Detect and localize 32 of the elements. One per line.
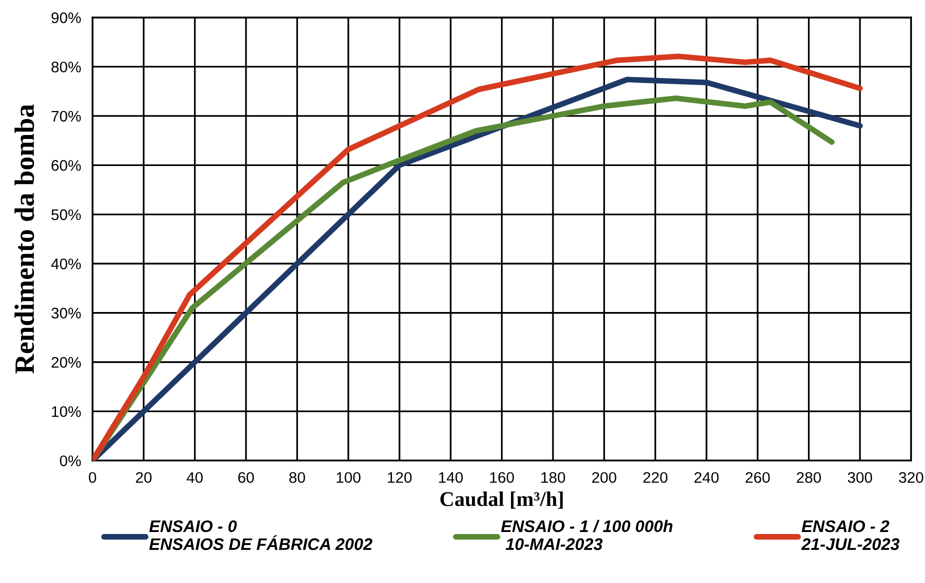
- y-tick-label: 20%: [52, 356, 81, 368]
- x-tick-label: 220: [643, 472, 668, 483]
- x-tick-label: 320: [898, 472, 924, 483]
- legend-label: ENSAIO - 2 21-JUL-2023: [801, 520, 900, 550]
- legend-label: ENSAIO - 1 / 100 000h 10-MAI-2023: [501, 520, 672, 550]
- x-tick-label: 40: [186, 472, 203, 483]
- x-tick-label: 160: [490, 472, 514, 483]
- y-tick-label: 60%: [52, 160, 81, 171]
- x-tick-label: 200: [592, 472, 616, 483]
- legend-label: ENSAIO - 0 ENSAIOS DE FÁBRICA 2002: [149, 520, 372, 550]
- x-tick-label: 280: [796, 472, 821, 483]
- y-tick-label: 80%: [51, 62, 81, 72]
- y-tick-label: 40%: [51, 258, 81, 270]
- x-tick-label: 60: [238, 472, 254, 483]
- x-tick-label: 180: [541, 472, 566, 483]
- y-axis-title: Rendimento da bomba: [14, 104, 34, 374]
- y-tick-label: 0%: [60, 455, 81, 466]
- x-tick-label: 80: [289, 472, 306, 483]
- x-tick-label: 0: [88, 472, 96, 483]
- x-tick-label: 120: [388, 472, 412, 483]
- y-tick-label: 90%: [52, 12, 81, 24]
- x-tick-label: 20: [136, 472, 152, 483]
- x-tick-label: 100: [336, 472, 360, 483]
- x-tick-label: 140: [439, 472, 463, 483]
- x-tick-label: 240: [694, 472, 719, 483]
- x-tick-label: 300: [848, 472, 872, 483]
- x-axis-title: Caudal [m³/h]: [440, 491, 563, 509]
- y-tick-label: 10%: [52, 406, 81, 418]
- x-tick-label: 260: [746, 472, 770, 483]
- y-tick-label: 50%: [51, 209, 81, 220]
- y-tick-label: 70%: [52, 110, 81, 122]
- y-tick-label: 30%: [51, 308, 81, 319]
